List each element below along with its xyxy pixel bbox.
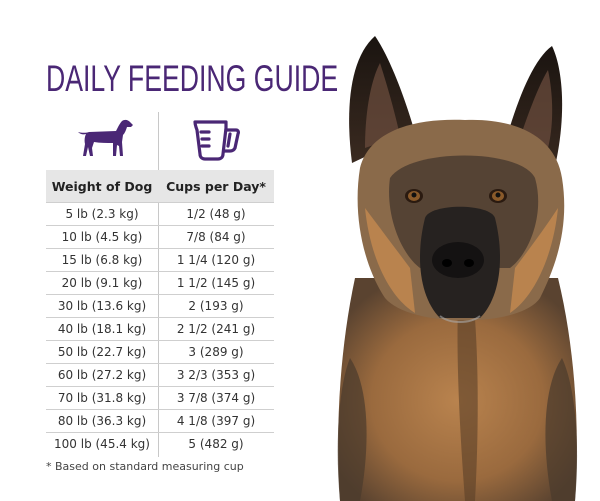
weight-cell: 40 lb (18.1 kg) (46, 317, 158, 341)
feeding-table: Weight of Dog Cups per Day* 5 lb (2.3 kg… (46, 170, 274, 455)
table-row: 40 lb (18.1 kg) 2 1/2 (241 g) (46, 317, 274, 341)
cups-cell: 5 (482 g) (188, 437, 244, 451)
weight-cell: 50 lb (22.7 kg) (46, 340, 158, 364)
weight-cell: 15 lb (6.8 kg) (46, 248, 158, 272)
weight-cell: 20 lb (9.1 kg) (46, 271, 158, 295)
cups-cell: 1 1/4 (120 g) (158, 248, 274, 272)
cups-cell: 1/2 (48 g) (158, 202, 274, 226)
table-row: 30 lb (13.6 kg) 2 (193 g) (46, 294, 274, 318)
measuring-cup-icon (193, 120, 240, 161)
table-row: 50 lb (22.7 kg) 3 (289 g) (46, 340, 274, 364)
weight-cell: 5 lb (2.3 kg) (46, 202, 158, 226)
cups-cell: 1 1/2 (145 g) (158, 271, 274, 295)
weight-cell: 30 lb (13.6 kg) (46, 294, 158, 318)
table-row: 60 lb (27.2 kg) 3 2/3 (353 g) (46, 363, 274, 387)
page-title: DAILY FEEDING GUIDE (46, 58, 339, 99)
cups-cell: 2 1/2 (241 g) (158, 317, 274, 341)
weight-cell: 100 lb (45.4 kg) (54, 437, 150, 451)
german-shepherd-photo (337, 36, 578, 501)
footnote: * Based on standard measuring cup (46, 460, 244, 473)
table-header-row: Weight of Dog Cups per Day* (46, 170, 274, 203)
header-weight: Weight of Dog (46, 170, 158, 203)
table-row: 20 lb (9.1 kg) 1 1/2 (145 g) (46, 271, 274, 295)
cups-cell: 3 2/3 (353 g) (158, 363, 274, 387)
table-row: 5 lb (2.3 kg) 1/2 (48 g) (46, 202, 274, 226)
cups-cell: 7/8 (84 g) (158, 225, 274, 249)
cups-cell: 2 (193 g) (158, 294, 274, 318)
icon-row (46, 112, 274, 170)
table-row: 70 lb (31.8 kg) 3 7/8 (374 g) (46, 386, 274, 410)
cups-cell: 4 1/8 (397 g) (158, 409, 274, 433)
cups-cell: 3 7/8 (374 g) (158, 386, 274, 410)
weight-cell: 10 lb (4.5 kg) (46, 225, 158, 249)
weight-cell: 70 lb (31.8 kg) (46, 386, 158, 410)
table-row: 80 lb (36.3 kg) 4 1/8 (397 g) (46, 409, 274, 433)
cups-cell: 3 (289 g) (158, 340, 274, 364)
dog-silhouette-icon (78, 119, 133, 156)
weight-cell: 80 lb (36.3 kg) (46, 409, 158, 433)
table-row: 100 lb (45.4 kg) 5 (482 g) (46, 433, 274, 456)
header-cups: Cups per Day* (158, 170, 274, 203)
table-row: 15 lb (6.8 kg) 1 1/4 (120 g) (46, 248, 274, 272)
table-row: 10 lb (4.5 kg) 7/8 (84 g) (46, 225, 274, 249)
weight-cell: 60 lb (27.2 kg) (46, 363, 158, 387)
